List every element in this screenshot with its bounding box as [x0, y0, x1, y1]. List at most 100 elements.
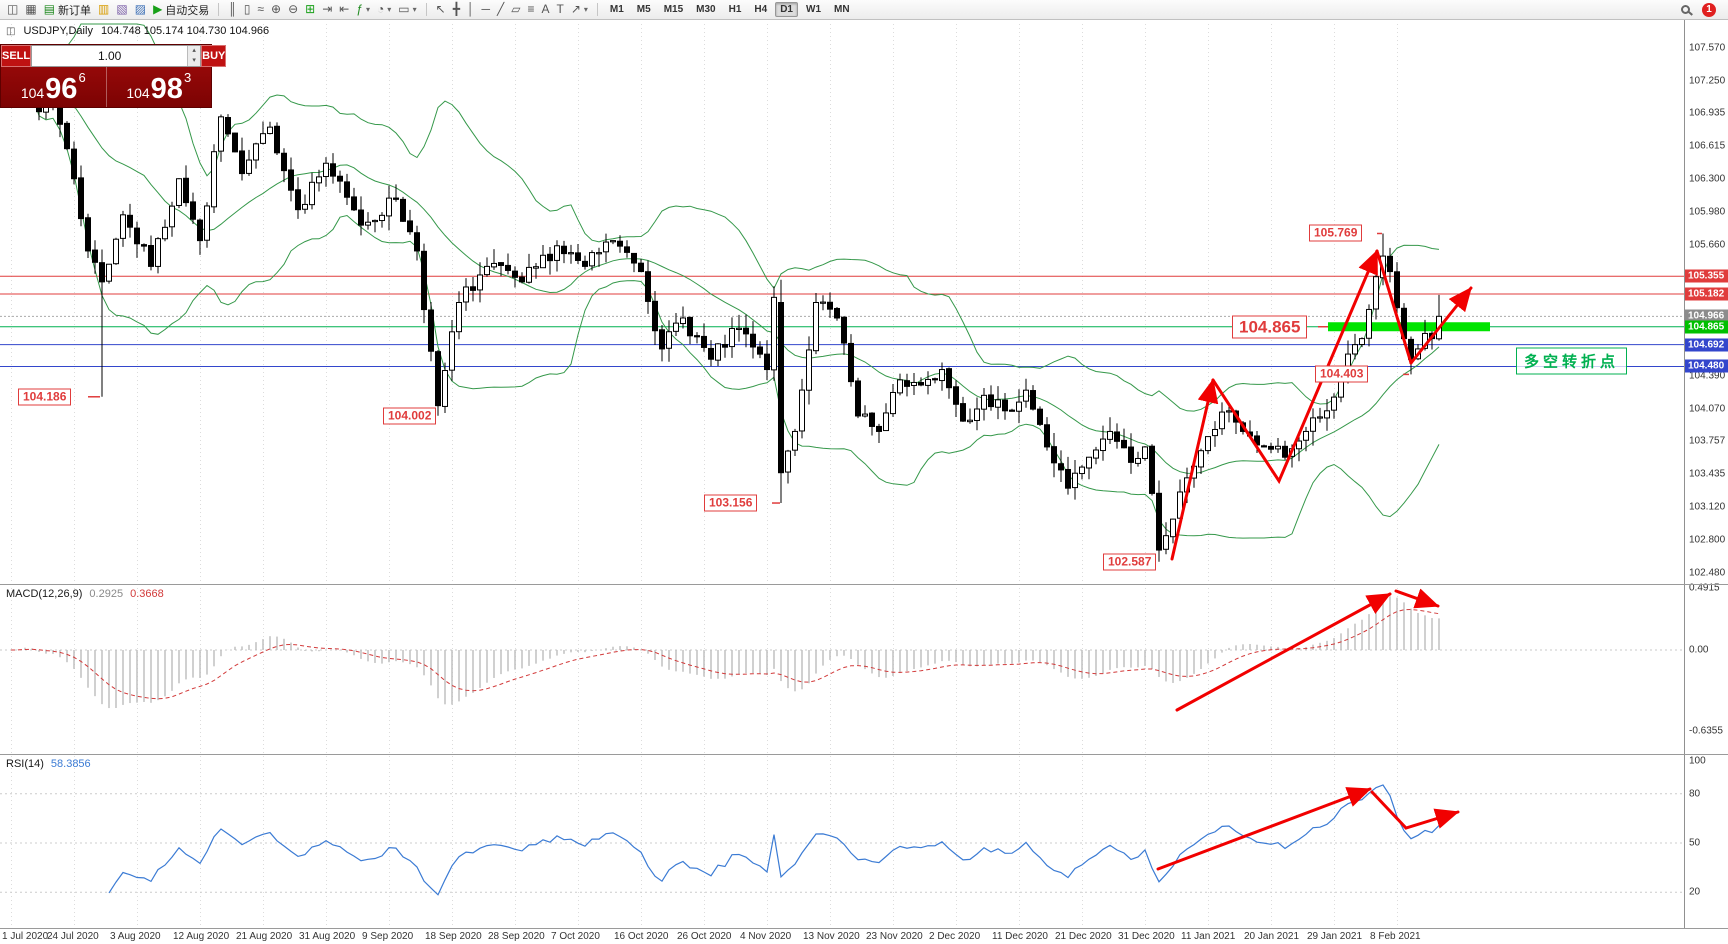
profiles-icon[interactable]: ▦	[22, 1, 39, 18]
time-axis-labels[interactable]: 1 Jul 2020 24 Jul 2020 3 Aug 2020 12 Aug 20…	[0, 931, 1684, 944]
date-label: 29 Jan 2021	[1307, 931, 1363, 942]
timeframe-w1[interactable]: W1	[806, 4, 821, 15]
periods-icon[interactable]: ◔ ▾	[374, 1, 394, 18]
support-zone-band[interactable]	[1328, 322, 1490, 332]
timeframe-m15[interactable]: M15	[663, 4, 684, 15]
price-label-box[interactable]: 104.002	[383, 407, 437, 425]
cursor-icon[interactable]: ↖	[433, 1, 449, 18]
zoom-in-icon[interactable]: ⊕	[268, 1, 284, 18]
price-label-box[interactable]: 104.403	[1315, 365, 1369, 383]
price-tick: 107.250	[1689, 75, 1726, 87]
rsi-value: 58.3856	[50, 758, 91, 770]
price-label-box[interactable]: 105.769	[1309, 224, 1363, 242]
key-price-label[interactable]: 104.865	[1232, 315, 1308, 339]
date-label: 16 Oct 2020	[614, 931, 669, 942]
indicators-icon-caret: ▾	[366, 5, 371, 14]
timeframe-mn[interactable]: MN	[834, 4, 850, 15]
fibonacci-icon[interactable]: ≡	[524, 1, 537, 18]
timeframe-d1[interactable]: D1	[775, 2, 798, 17]
new-order-button[interactable]: ▤ 新订单	[41, 1, 94, 18]
zoom-in-icon-glyph: ⊕	[271, 2, 282, 16]
rsi-panel-separator[interactable]	[0, 754, 1728, 755]
price-tick: 105.660	[1689, 239, 1726, 251]
price-tag: 105.182	[1685, 287, 1728, 301]
trendline-icon[interactable]: ╱	[494, 1, 507, 18]
profiles-icon-glyph: ▦	[25, 2, 37, 16]
bid-integer: 104	[20, 85, 45, 101]
trend-arrow	[1409, 286, 1473, 365]
price-scale[interactable]: 107.570 107.250 106.935 106.615 106.300 105.9…	[1684, 20, 1728, 929]
templates-icon[interactable]: ▭ ▾	[395, 1, 419, 18]
arrow-objects-icon[interactable]: ↗ ▾	[568, 1, 591, 18]
templates-icon-caret: ▾	[412, 5, 417, 14]
sell-button[interactable]: SELL	[1, 45, 32, 67]
autotrading-button[interactable]: ▶ 自动交易	[150, 1, 212, 18]
top-toolbar: ◫ ▦ ▤ 新订单 ▥ ▧ ▨ ▶ 自动交易 ║ ▯ ≈ ⊕ ⊖ ⊞ ⇥ ⇤ ƒ ▾ ◔ ▾ ▭ ▾ ↖ ╋ │ ─ ╱ ▱ ≡ A T ↗ ▾ M…	[0, 0, 1728, 20]
app-market-icon-glyph: ▥	[98, 2, 110, 16]
bar-chart-icon[interactable]: ║	[225, 1, 240, 18]
templates-icon-glyph: ▭	[398, 2, 410, 16]
chart-symbol-icon: ◫	[6, 25, 16, 37]
chart-header: ◫ USDJPY,Daily 104.748 105.174 104.730 1…	[6, 25, 269, 37]
new-chart-icon[interactable]: ◫	[4, 1, 21, 18]
indicators-icon[interactable]: ƒ ▾	[353, 1, 373, 18]
price-label-box[interactable]: 103.156	[704, 494, 758, 512]
macd-panel-separator[interactable]	[0, 584, 1728, 585]
chart-shift-icon[interactable]: ⇤	[336, 1, 352, 18]
buy-button[interactable]: BUY	[201, 45, 227, 67]
vertical-line-icon[interactable]: │	[464, 1, 478, 18]
date-label: 7 Oct 2020	[551, 931, 600, 942]
ask-integer: 104	[126, 85, 150, 101]
price-tick: 106.935	[1689, 107, 1726, 119]
tile-windows-icon[interactable]: ⊞	[302, 1, 318, 18]
date-label: 24 Jul 2020	[47, 931, 99, 942]
candles-layer	[8, 48, 1442, 562]
time-axis-separator[interactable]	[0, 928, 1728, 929]
timeframe-m30[interactable]: M30	[696, 4, 716, 15]
bid-pips: 96	[45, 73, 78, 106]
crosshair-icon[interactable]: ╋	[450, 1, 463, 18]
timeframe-m5[interactable]: M5	[636, 4, 651, 15]
search-icon[interactable]	[1681, 5, 1690, 14]
price-label-box[interactable]: 102.587	[1103, 553, 1157, 571]
date-label: 13 Nov 2020	[803, 931, 860, 942]
toolbar-separator	[596, 3, 598, 16]
text-icon[interactable]: A	[538, 1, 552, 18]
ask-pipette: 3	[183, 70, 192, 85]
app-market-icon[interactable]: ▥	[95, 1, 112, 18]
volume-up-icon[interactable]: ▴	[188, 46, 201, 56]
horizontal-line-icon[interactable]: ─	[478, 1, 493, 18]
crosshair-icon-glyph: ╋	[452, 2, 460, 16]
timeframe-h1[interactable]: H1	[728, 4, 742, 15]
oct-controls-row: SELL ▴ ▾ BUY	[1, 45, 227, 67]
volume-down-icon[interactable]: ▾	[188, 56, 201, 66]
bid-price: 104 96 6	[1, 67, 107, 107]
price-label-box[interactable]: 104.186	[18, 388, 72, 406]
price-tick: 102.480	[1689, 567, 1726, 579]
navigator-icon[interactable]: ▨	[132, 1, 149, 18]
zoom-out-icon[interactable]: ⊖	[285, 1, 301, 18]
timeframe-m1[interactable]: M1	[609, 4, 624, 15]
volume-control: ▴ ▾	[31, 45, 202, 67]
new-order-button-label: 新订单	[58, 4, 92, 17]
channel-icon[interactable]: ▱	[508, 1, 523, 18]
price-chart[interactable]	[0, 0, 1684, 944]
date-label: 23 Nov 2020	[866, 931, 923, 942]
macd-histogram	[17, 596, 1440, 709]
auto-scroll-icon[interactable]: ⇥	[319, 1, 335, 18]
bollinger-upper-line	[10, 23, 1440, 412]
data-window-icon[interactable]: ▧	[113, 1, 130, 18]
macd-indicator-label: MACD(12,26,9) 0.2925 0.3668	[6, 588, 164, 600]
timeframe-h4[interactable]: H4	[754, 4, 768, 15]
text-label-icon[interactable]: T	[553, 1, 566, 18]
date-label: 11 Dec 2020	[992, 931, 1048, 942]
turning-point-note[interactable]: 多空转折点	[1516, 347, 1628, 375]
price-tag: 104.966	[1685, 309, 1728, 323]
arrow-objects-icon-glyph: ↗	[570, 2, 581, 16]
volume-input[interactable]	[32, 46, 188, 66]
candlestick-chart-icon[interactable]: ▯	[241, 1, 254, 18]
notification-badge[interactable]: 1	[1702, 2, 1716, 17]
trendline-icon-glyph: ╱	[496, 2, 505, 16]
line-chart-icon[interactable]: ≈	[254, 1, 267, 18]
